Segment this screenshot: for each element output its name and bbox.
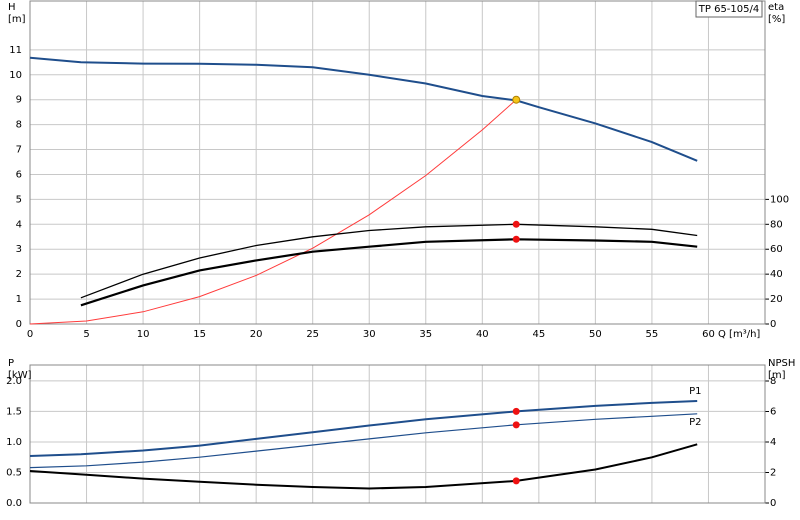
y2-tick-label: 60 [770,244,783,255]
curve [80,238,698,307]
y-tick-label: 6 [16,169,22,180]
title-box [695,0,763,18]
y2-tick-label: 40 [770,269,783,280]
y2-axis-label: NPSH [768,358,795,369]
y-tick-label: 10 [9,70,22,81]
y-tick-label: 5 [16,194,22,205]
y2-axis-label: eta [768,2,784,13]
x-tick-label: 15 [193,329,206,340]
y2-tick-label: 20 [770,294,783,305]
y-tick-label: 11 [9,45,22,56]
y-tick-label: 0.0 [6,498,22,509]
curve [29,56,698,162]
x-tick-label: 10 [137,329,150,340]
y-tick-label: 9 [16,95,22,106]
plot-frame [29,364,766,504]
y-axis-unit: [kW] [8,370,32,381]
y2-axis-unit: [%] [768,14,785,25]
y-axis-unit: [m] [8,14,26,25]
y-tick-label: 3 [16,244,22,255]
x-tick-label: 0 [27,329,33,340]
x-tick-label: 45 [532,329,545,340]
x-axis-label: Q [m³/h] [718,329,760,340]
operating-point [512,421,520,429]
y2-tick-label: 2 [770,468,776,479]
curve [29,443,698,490]
y2-tick-label: 8 [770,376,776,387]
plot-frame [29,0,766,325]
curve-label: P1 [689,386,701,397]
y2-tick-label: 0 [770,319,776,330]
y2-tick-label: 100 [770,194,789,205]
x-tick-label: 20 [250,329,263,340]
operating-point [512,477,520,485]
curve [29,99,517,325]
y-tick-label: 1 [16,294,22,305]
curve [29,400,698,457]
operating-point [512,235,520,243]
y-tick-label: 1.5 [6,406,22,417]
x-tick-label: 60 [702,329,715,340]
operating-point [512,220,520,228]
operating-point [512,95,521,104]
y-tick-label: 7 [16,145,22,156]
curve [80,223,698,299]
y2-tick-label: 6 [770,407,776,418]
x-tick-label: 5 [83,329,89,340]
y-tick-label: 0 [16,319,22,330]
y-tick-label: 0.5 [6,467,22,478]
curve [29,413,698,469]
x-tick-label: 30 [363,329,376,340]
x-tick-label: 50 [589,329,602,340]
y-tick-label: 8 [16,120,22,131]
y-axis-label: P [8,358,14,369]
x-tick-label: 35 [419,329,432,340]
y-tick-label: 2 [16,269,22,280]
y2-tick-label: 0 [770,498,776,509]
y-tick-label: 2.0 [6,376,22,387]
x-tick-label: 25 [306,329,319,340]
curve-label: P2 [689,417,701,428]
x-tick-label: 40 [476,329,489,340]
y2-tick-label: 4 [770,437,776,448]
y-axis-label: H [8,2,16,13]
chart-title: TP 65-105/4 [698,4,759,15]
y2-tick-label: 80 [770,219,783,230]
x-tick-label: 55 [646,329,659,340]
operating-point [512,407,520,415]
y-tick-label: 1.0 [6,437,22,448]
y-tick-label: 4 [16,219,22,230]
y2-axis-unit: [m] [768,370,786,381]
